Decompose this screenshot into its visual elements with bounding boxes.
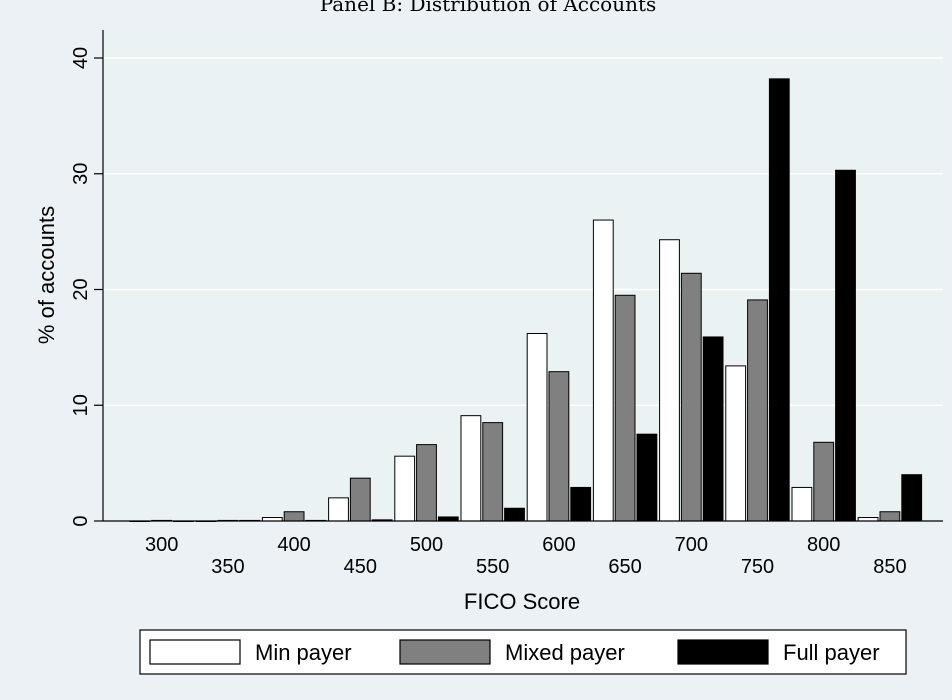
y-tick-label: 20 <box>70 278 92 300</box>
x-tick-label: 600 <box>542 534 575 556</box>
x-tick-label: 300 <box>145 534 178 556</box>
y-tick-labels: 0 10 20 30 40 <box>70 47 103 527</box>
x-tick-label: 850 <box>873 556 906 578</box>
bar-min-payer-600 <box>526 332 548 522</box>
bar-full-payer-650 <box>636 433 658 522</box>
legend: Min payer Mixed payer Full payer <box>139 629 907 675</box>
legend-label: Min payer <box>255 640 352 665</box>
bar-full-payer-700 <box>702 336 724 522</box>
legend-swatch-mixed-payer <box>399 639 491 665</box>
bar-min-payer-700 <box>659 239 680 522</box>
x-tick-label: 450 <box>344 556 377 578</box>
bar-mixed-payer-850 <box>879 511 901 522</box>
x-tick-label: 400 <box>277 534 310 556</box>
x-tick-label: 500 <box>410 534 443 556</box>
legend-box <box>139 629 907 675</box>
bar-full-payer-750 <box>768 78 790 522</box>
y-tick-label: 30 <box>70 163 92 185</box>
x-tick-label: 550 <box>476 556 509 578</box>
bar-full-payer-600 <box>570 486 592 522</box>
bar-mixed-payer-600 <box>548 371 570 522</box>
chart-title: Panel B: Distribution of Accounts <box>320 0 657 16</box>
legend-swatch-full-payer <box>677 639 769 665</box>
y-axis-label: % of accounts <box>34 206 59 344</box>
legend-swatch-min-payer <box>149 639 241 665</box>
x-tick-label: 350 <box>211 556 244 578</box>
plot-area <box>103 30 943 521</box>
bar-mixed-payer-700 <box>680 272 702 522</box>
axes <box>102 30 943 522</box>
x-axis-label: FICO Score <box>464 589 580 614</box>
bar-min-payer-750 <box>725 365 747 522</box>
y-tick-label: 40 <box>70 47 92 69</box>
bar-full-payer-550 <box>504 507 525 522</box>
bar-min-payer-550 <box>460 415 482 522</box>
legend-label: Mixed payer <box>505 640 625 665</box>
bar-min-payer-450 <box>328 497 349 522</box>
x-tick-label: 750 <box>741 556 774 578</box>
bar-full-payer-850 <box>901 474 923 522</box>
bar-full-payer-500 <box>437 516 459 522</box>
bar-mixed-payer-400 <box>283 511 305 522</box>
bar-mixed-payer-500 <box>416 444 437 522</box>
bar-mixed-payer-750 <box>747 299 768 522</box>
bar-min-payer-650 <box>592 219 614 522</box>
gridlines <box>103 57 943 406</box>
bar-mixed-payer-550 <box>482 422 504 522</box>
bar-min-payer-800 <box>791 486 813 522</box>
bar-full-payer-800 <box>835 169 856 522</box>
y-tick-label: 10 <box>70 394 92 416</box>
bar-mixed-payer-800 <box>813 441 835 522</box>
bars <box>129 78 923 522</box>
y-tick-label: 0 <box>70 515 92 526</box>
x-tick-label: 650 <box>608 556 641 578</box>
bar-mixed-payer-450 <box>349 477 371 522</box>
bar-mixed-payer-650 <box>614 294 636 522</box>
x-tick-label: 700 <box>675 534 708 556</box>
legend-label: Full payer <box>783 640 880 665</box>
bar-min-payer-500 <box>394 455 416 522</box>
x-tick-labels: 300 350 400 450 500 550 600 650 700 750 800 850 <box>145 534 907 578</box>
x-tick-label: 800 <box>807 534 840 556</box>
